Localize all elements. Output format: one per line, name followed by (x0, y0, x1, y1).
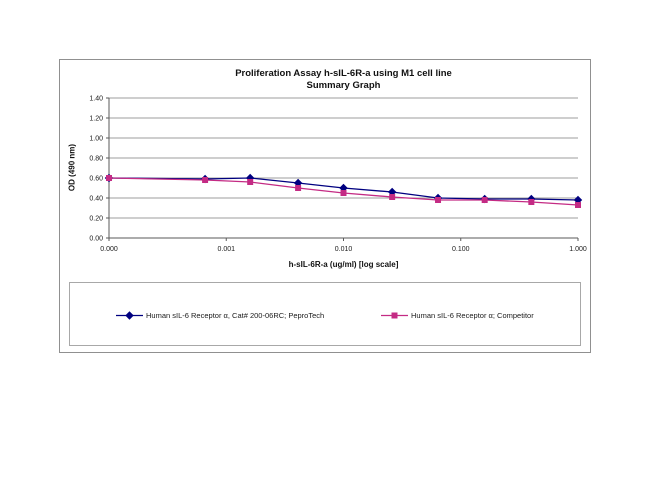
y-axis-title: OD (490 nm) (67, 143, 77, 192)
legend-label: Human sIL-6 Receptor α, Cat# 200-06RC; P… (146, 311, 325, 320)
legend-entry-competitor: Human sIL-6 Receptor α; Competitor (381, 310, 534, 321)
chart-title: Proliferation Assay h-sIL-6R-a using M1 … (109, 68, 578, 92)
x-tick-label: 1.000 (569, 246, 587, 253)
x-tick-label: 0.010 (335, 246, 353, 253)
legend-series-swatch-icon (116, 311, 143, 320)
data-point-marker-1 (340, 190, 347, 196)
y-tick-label: 0.60 (89, 176, 103, 183)
y-tick-label: 0.80 (89, 156, 103, 163)
x-tick-label: 0.001 (217, 246, 235, 253)
chart-title-line-1: Proliferation Assay h-sIL-6R-a using M1 … (235, 68, 452, 79)
chart-frame: Proliferation Assay h-sIL-6R-a using M1 … (59, 59, 591, 353)
series-line-0 (108, 177, 579, 201)
legend-marker (125, 311, 134, 320)
data-point-marker-1 (247, 179, 254, 185)
legend-marker (391, 312, 398, 319)
legend-box: Human sIL-6 Receptor α, Cat# 200-06RC; P… (69, 282, 581, 346)
x-tick-label: 0.000 (100, 246, 118, 253)
data-point-marker-1 (481, 197, 488, 203)
y-tick-label: 1.40 (89, 96, 103, 103)
data-point-marker-1 (106, 175, 112, 181)
data-point-marker-1 (389, 194, 396, 200)
x-tick-label: 0.100 (452, 246, 470, 253)
data-point-marker-1 (528, 199, 535, 205)
y-tick-label: 0.00 (89, 236, 103, 243)
plot-svg: 0.00 0.20 0.40 0.60 0.80 1.00 1.20 1.40 0.000 0.0… (89, 96, 587, 254)
data-point-marker-1 (435, 197, 442, 203)
data-point-marker-1 (295, 185, 302, 191)
data-point-marker-1 (575, 202, 581, 208)
x-axis-title: h-sIL-6R-a (ug/ml) [log scale] (288, 260, 399, 269)
chart-title-line-2: Summary Graph (306, 80, 381, 91)
series-line-1 (108, 177, 579, 206)
legend-series-swatch-icon (381, 312, 408, 319)
legend-entry-peprotech: Human sIL-6 Receptor α, Cat# 200-06RC; P… (116, 310, 324, 321)
y-tick-label: 0.20 (89, 216, 103, 223)
y-tick-label: 0.40 (89, 196, 103, 203)
y-tick-label: 1.20 (89, 116, 103, 123)
data-point-marker-1 (202, 177, 209, 183)
legend-label: Human sIL-6 Receptor α; Competitor (411, 311, 534, 320)
y-tick-label: 1.00 (89, 136, 103, 143)
